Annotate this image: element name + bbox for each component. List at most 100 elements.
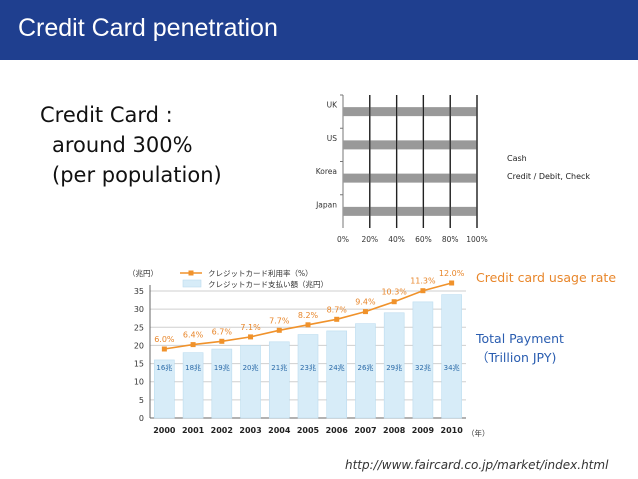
usage-rate-point-2001 <box>190 342 196 348</box>
x-tick-label: 20% <box>361 235 378 244</box>
y-tick-label: 10 <box>134 378 144 387</box>
bar-japan-0 <box>343 206 477 216</box>
payment-value-label: 18兆 <box>185 363 201 372</box>
y-unit-label: （兆円） <box>128 268 158 278</box>
usage-rate-label: 12.0% <box>439 269 465 278</box>
payment-value-label: 26兆 <box>357 363 373 372</box>
y-tick-label: 0 <box>139 414 144 423</box>
usage-rate-point-2003 <box>248 334 254 340</box>
x-tick-label: 2010 <box>441 426 464 435</box>
usage-rate-label: 6.4% <box>183 331 204 340</box>
x-tick-label: 0% <box>337 235 349 244</box>
total-payment-line-1: Total Payment <box>476 331 564 346</box>
y-tick-label: UK <box>327 101 338 110</box>
legend-usage-rate: クレジットカード利用率（%） <box>208 268 313 278</box>
payment-value-label: 21兆 <box>271 363 287 372</box>
total-payment-line-2: （Trillion JPY) <box>476 350 557 365</box>
usage-rate-line <box>164 282 452 350</box>
bar-uk-0 <box>343 107 477 117</box>
x-tick-label: 2004 <box>268 426 291 435</box>
payment-value-label: 34兆 <box>444 363 460 372</box>
x-tick-label: 60% <box>415 235 432 244</box>
payment-value-label: 20兆 <box>243 363 259 372</box>
payment-bar-2005 <box>297 334 319 419</box>
x-tick-label: 100% <box>466 235 487 244</box>
slide-title: Credit Card penetration <box>18 14 278 42</box>
y-tick-label: 25 <box>134 323 144 332</box>
usage-rate-label: 10.3% <box>381 288 407 297</box>
bullet-line-2: around 300% <box>52 133 193 157</box>
payment-value-label: 19兆 <box>214 363 230 372</box>
usage-rate-label: 6.0% <box>154 335 175 344</box>
payment-bar-2007 <box>355 323 376 419</box>
legend-line-marker <box>188 270 194 276</box>
payment-bar-2003 <box>240 345 261 419</box>
payment-bar-2008 <box>383 312 405 419</box>
payment-bar-2001 <box>182 352 204 419</box>
payment-bar-2006 <box>326 330 348 419</box>
payment-bar-2004 <box>268 341 290 419</box>
usage-rate-point-2008 <box>391 299 397 305</box>
usage-rate-point-2004 <box>276 327 282 333</box>
payment-bar-2010 <box>441 294 462 419</box>
bullet-text: Credit Card : around 300% (per populatio… <box>40 100 222 190</box>
payment-value-label: 23兆 <box>300 363 316 372</box>
usage-rate-point-2002 <box>219 338 225 344</box>
y-tick-label: 30 <box>134 305 144 314</box>
payment-bar-2002 <box>211 348 233 419</box>
y-tick-label: 35 <box>134 287 144 296</box>
usage-rate-label: 7.1% <box>240 323 261 332</box>
total-payment-label: Total Payment （Trillion JPY) <box>476 329 564 367</box>
x-tick-label: 2000 <box>153 426 176 435</box>
x-tick-label: 2009 <box>412 426 435 435</box>
x-tick-label: 2003 <box>239 426 261 435</box>
y-tick-label: Korea <box>316 167 337 176</box>
x-tick-label: 80% <box>442 235 459 244</box>
x-tick-label: 2006 <box>326 426 349 435</box>
usage-rate-point-2006 <box>334 316 340 322</box>
y-tick-label: Japan <box>315 200 337 209</box>
y-tick-label: 15 <box>134 360 144 369</box>
stacked-chart-legend: Cash Credit / Debit, Check <box>507 150 590 186</box>
usage-rate-label: Credit card usage rate <box>476 270 617 285</box>
y-tick-label: US <box>327 134 337 143</box>
x-tick-label: 40% <box>388 235 405 244</box>
usage-rate-label: 8.2% <box>298 311 319 320</box>
usage-rate-label: 9.4% <box>355 298 376 307</box>
usage-rate-point-2000 <box>161 346 167 352</box>
y-tick-label: 5 <box>139 396 144 405</box>
usage-rate-point-2005 <box>305 322 311 328</box>
payment-bar-2000 <box>154 359 175 419</box>
usage-rate-label: 8.7% <box>327 305 348 314</box>
payment-value-label: 24兆 <box>329 363 345 372</box>
usage-rate-point-2009 <box>420 288 426 294</box>
bullet-line-3: (per population) <box>52 163 222 187</box>
legend-cash: Cash <box>507 154 527 163</box>
payment-value-label: 32兆 <box>415 363 431 372</box>
usage-rate-point-2007 <box>362 309 368 315</box>
payment-value-label: 16兆 <box>156 363 172 372</box>
bullet-line-1: Credit Card : <box>40 103 173 127</box>
bar-us-0 <box>343 140 477 150</box>
usage-rate-label: 6.7% <box>212 327 233 336</box>
bar-korea-0 <box>343 173 477 183</box>
payment-bar-2009 <box>412 301 434 419</box>
legend-payment: クレジットカード支払い額（兆円） <box>208 279 328 289</box>
payment-value-label: 29兆 <box>386 363 402 372</box>
usage-rate-point-2010 <box>449 280 455 286</box>
x-tick-label: 2005 <box>297 426 320 435</box>
y-tick-label: 20 <box>134 341 144 350</box>
x-tick-label: 2001 <box>182 426 205 435</box>
usage-rate-label: 7.7% <box>269 316 290 325</box>
x-unit-label: （年） <box>467 428 490 438</box>
title-bar: Credit Card penetration <box>0 0 638 60</box>
legend-credit: Credit / Debit, Check <box>507 172 591 181</box>
x-tick-label: 2007 <box>354 426 376 435</box>
x-tick-label: 2002 <box>211 426 233 435</box>
x-tick-label: 2008 <box>383 426 406 435</box>
usage-rate-label: 11.3% <box>410 277 436 286</box>
source-url: http://www.faircard.co.jp/market/index.h… <box>345 458 609 472</box>
legend-bar-swatch <box>182 279 202 288</box>
